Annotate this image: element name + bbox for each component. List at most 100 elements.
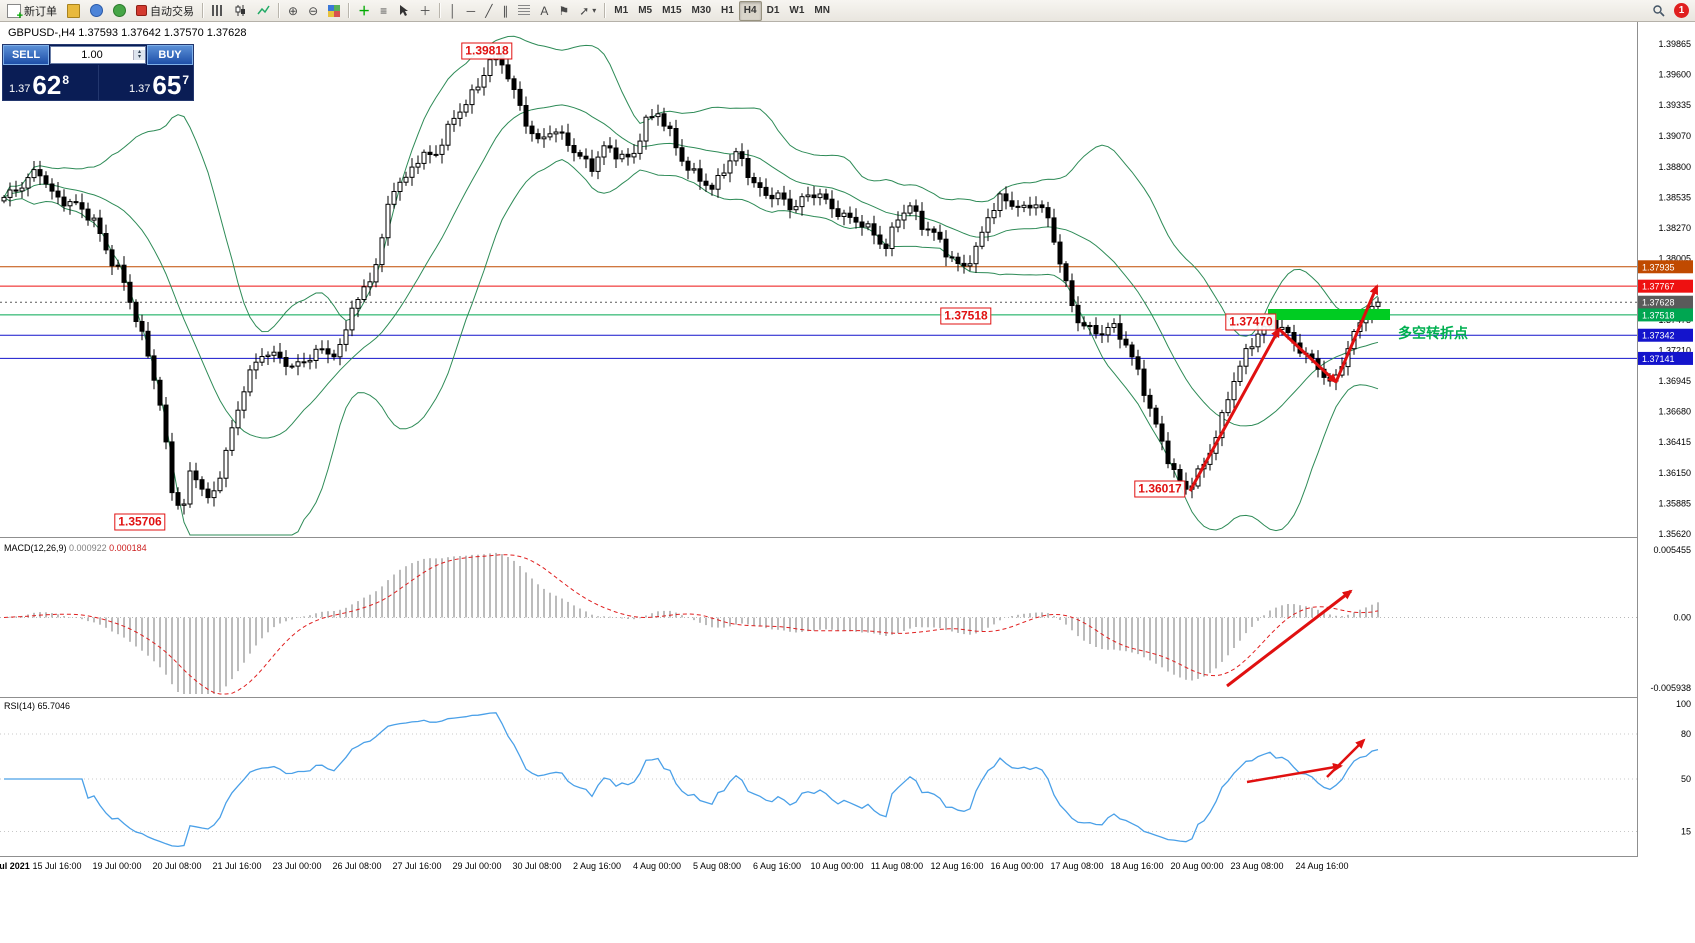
svg-text:15: 15	[1681, 827, 1691, 837]
text-button[interactable]: A	[535, 0, 553, 21]
line-chart-button[interactable]	[252, 0, 275, 21]
svg-text:80: 80	[1681, 729, 1691, 739]
tab-timeframe-m15[interactable]: M15	[662, 5, 682, 16]
volume-spinner[interactable]: ▴ ▾	[133, 49, 145, 60]
new-order-button[interactable]: 新订单	[2, 0, 62, 22]
auto-trading-button[interactable]: 自动交易	[131, 0, 199, 21]
price-annotation[interactable]: 1.39818	[461, 42, 513, 60]
arrows-tool-button[interactable]: ➚ ▾	[574, 0, 601, 21]
new-order-icon	[7, 3, 23, 22]
toolbar-separator	[439, 3, 442, 18]
buy-button[interactable]: BUY	[147, 45, 193, 65]
tab-timeframe-m1[interactable]: M1	[614, 5, 629, 16]
vertical-line-button[interactable]: │	[444, 0, 462, 21]
price-level-lines[interactable]	[0, 266, 1637, 359]
svg-text:50: 50	[1681, 774, 1691, 784]
svg-text:1.39070: 1.39070	[1658, 131, 1691, 141]
svg-text:4 Aug 00:00: 4 Aug 00:00	[633, 861, 681, 871]
svg-text:100: 100	[1676, 699, 1691, 709]
tab-timeframe-h4[interactable]: H4	[738, 0, 762, 21]
tab-timeframe-w1[interactable]: W1	[789, 5, 805, 16]
zoom-in-button[interactable]: ⊕	[283, 0, 303, 21]
price-annotation[interactable]: 1.36017	[1134, 480, 1186, 498]
svg-text:1.39865: 1.39865	[1658, 39, 1691, 49]
sell-button[interactable]: SELL	[3, 45, 49, 65]
svg-text:16 Aug 00:00: 16 Aug 00:00	[990, 861, 1043, 871]
svg-text:29 Jul 00:00: 29 Jul 00:00	[452, 861, 501, 871]
svg-text:1.37628: 1.37628	[1642, 298, 1675, 308]
ask-price: 1.37 65 7	[98, 65, 193, 100]
svg-text:1.37518: 1.37518	[1642, 310, 1675, 320]
crosshair-button[interactable]: ＋	[414, 0, 436, 21]
line-chart-icon	[257, 5, 270, 15]
text-icon: A	[540, 3, 549, 18]
spinner-up-icon[interactable]: ▴	[134, 49, 145, 55]
svg-text:2 Aug 16:00: 2 Aug 16:00	[573, 861, 621, 871]
trend-arrows[interactable]	[1188, 284, 1379, 784]
add-indicator-icon: ＋	[358, 3, 371, 18]
svg-text:1.37210: 1.37210	[1658, 345, 1691, 355]
accounts-button[interactable]	[85, 0, 108, 21]
arrow-tool-icon: ➚	[579, 3, 590, 18]
svg-text:5 Aug 08:00: 5 Aug 08:00	[693, 861, 741, 871]
label-button[interactable]: ⚑	[553, 0, 574, 21]
price-axis[interactable]	[1638, 22, 1695, 857]
tab-timeframe-h1[interactable]: H1	[721, 5, 734, 16]
channel-button[interactable]: ∥	[497, 0, 513, 21]
rsi-label: RSI(14) 65.7046	[4, 701, 70, 711]
cursor-icon	[400, 5, 409, 16]
search-button[interactable]	[1647, 0, 1670, 21]
book-icon	[67, 3, 80, 18]
svg-text:11 Aug 08:00: 11 Aug 08:00	[871, 861, 923, 871]
svg-text:30 Jul 08:00: 30 Jul 08:00	[512, 861, 561, 871]
highlight-rectangle[interactable]	[1268, 309, 1390, 320]
new-order-label: 新订单	[24, 5, 57, 18]
objects-list-button[interactable]: ≡	[375, 0, 392, 21]
candle-chart-button[interactable]	[229, 0, 252, 21]
candlestick-icon	[235, 5, 245, 16]
tile-windows-button[interactable]	[323, 0, 345, 21]
indicators-button[interactable]: ＋	[353, 0, 375, 21]
horizontal-line-button[interactable]: ─	[462, 0, 481, 21]
price-annotation[interactable]: 1.37518	[940, 307, 992, 325]
note-label[interactable]: 多空转折点	[1398, 325, 1468, 341]
svg-text:Jul 2021: Jul 2021	[0, 861, 30, 871]
market-button[interactable]	[108, 0, 131, 21]
spinner-down-icon[interactable]: ▾	[134, 54, 145, 60]
rsi-name: RSI(14)	[4, 701, 36, 711]
tab-timeframe-mn[interactable]: MN	[814, 5, 830, 16]
label-icon: ⚑	[558, 3, 570, 18]
fibonacci-icon	[518, 5, 531, 16]
volume-input[interactable]: 1.00 ▴ ▾	[50, 46, 146, 64]
svg-text:1.38535: 1.38535	[1658, 193, 1691, 203]
price-annotation[interactable]: 1.37470	[1225, 313, 1277, 331]
bid-prefix: 1.37	[9, 83, 31, 95]
tab-timeframe-m30[interactable]: M30	[691, 5, 711, 16]
tab-timeframe-d1[interactable]: D1	[766, 5, 780, 16]
chevron-down-icon: ▾	[592, 5, 597, 15]
svg-text:1.39600: 1.39600	[1658, 70, 1691, 80]
cursor-button[interactable]	[392, 0, 414, 21]
macd-main-value: 0.000922	[69, 543, 107, 553]
auto-trading-label: 自动交易	[150, 5, 194, 18]
toolbar-separator	[202, 3, 204, 18]
svg-text:1.37342: 1.37342	[1642, 331, 1675, 341]
vertical-line-icon: │	[449, 3, 457, 18]
trendline-button[interactable]: ╱	[480, 0, 497, 21]
ask-sup: 7	[182, 73, 189, 87]
svg-text:1.37141: 1.37141	[1642, 354, 1675, 364]
notification-badge[interactable]: 1	[1674, 3, 1689, 18]
tile-windows-icon	[328, 4, 341, 17]
ask-prefix: 1.37	[128, 83, 151, 95]
bar-chart-button[interactable]	[207, 0, 229, 21]
tab-timeframe-m5[interactable]: M5	[638, 5, 653, 16]
svg-text:1.36945: 1.36945	[1658, 376, 1691, 386]
history-center-button[interactable]	[62, 0, 85, 21]
svg-text:19 Jul 00:00: 19 Jul 00:00	[92, 861, 141, 871]
svg-text:1.36415: 1.36415	[1658, 437, 1691, 447]
zoom-out-button[interactable]: ⊖	[303, 0, 323, 21]
fibonacci-button[interactable]	[513, 0, 535, 21]
price-annotation[interactable]: 1.35706	[114, 513, 166, 531]
